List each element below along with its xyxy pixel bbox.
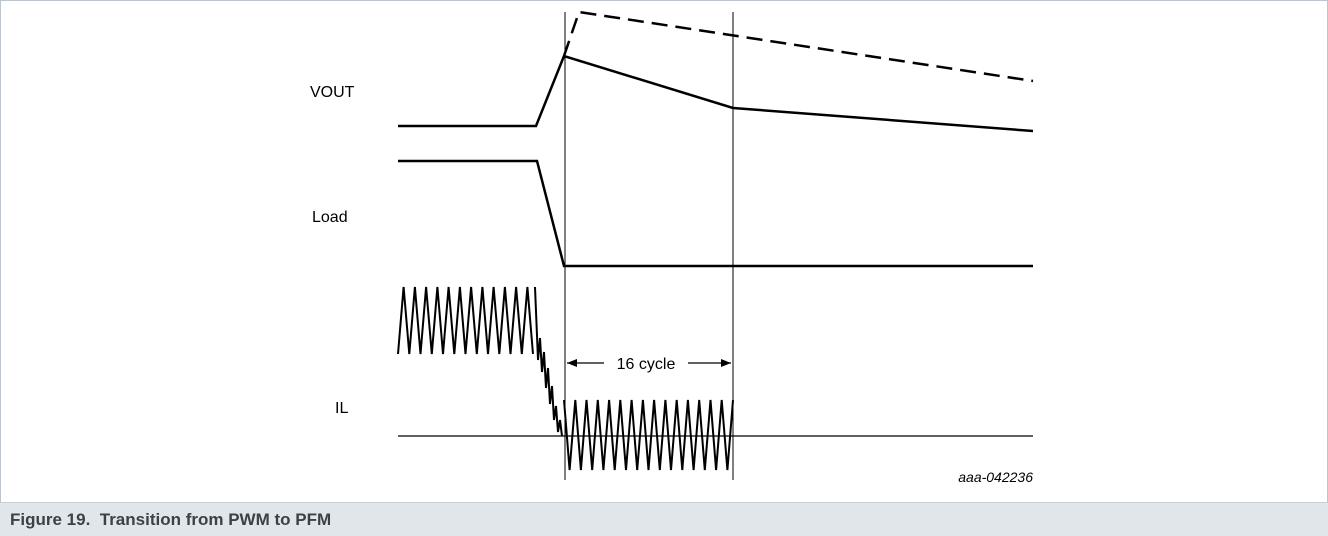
load-label: Load (312, 209, 348, 226)
il-pwm-waveform (397, 286, 534, 355)
figure-code: aaa-042236 (958, 469, 1033, 485)
il-transition-waveform (534, 286, 563, 437)
vout-label: VOUT (310, 84, 355, 101)
cycle-arrow-right-head (721, 359, 731, 367)
caption-bar: Figure 19. Transition from PWM to PFM (0, 502, 1328, 536)
il-label: IL (335, 400, 348, 417)
cycle-annotation: 16 cycle (617, 356, 676, 373)
vout-pwm-dashed-waveform (562, 10, 1034, 83)
timing-diagram: VOUT Load IL 16 cycle aaa-042236 (310, 10, 1034, 485)
load-waveform (398, 159, 1033, 268)
il-pfm-waveform (563, 399, 734, 471)
cycle-arrow-left-head (567, 359, 577, 367)
figure-caption: Figure 19. Transition from PWM to PFM (10, 510, 332, 529)
